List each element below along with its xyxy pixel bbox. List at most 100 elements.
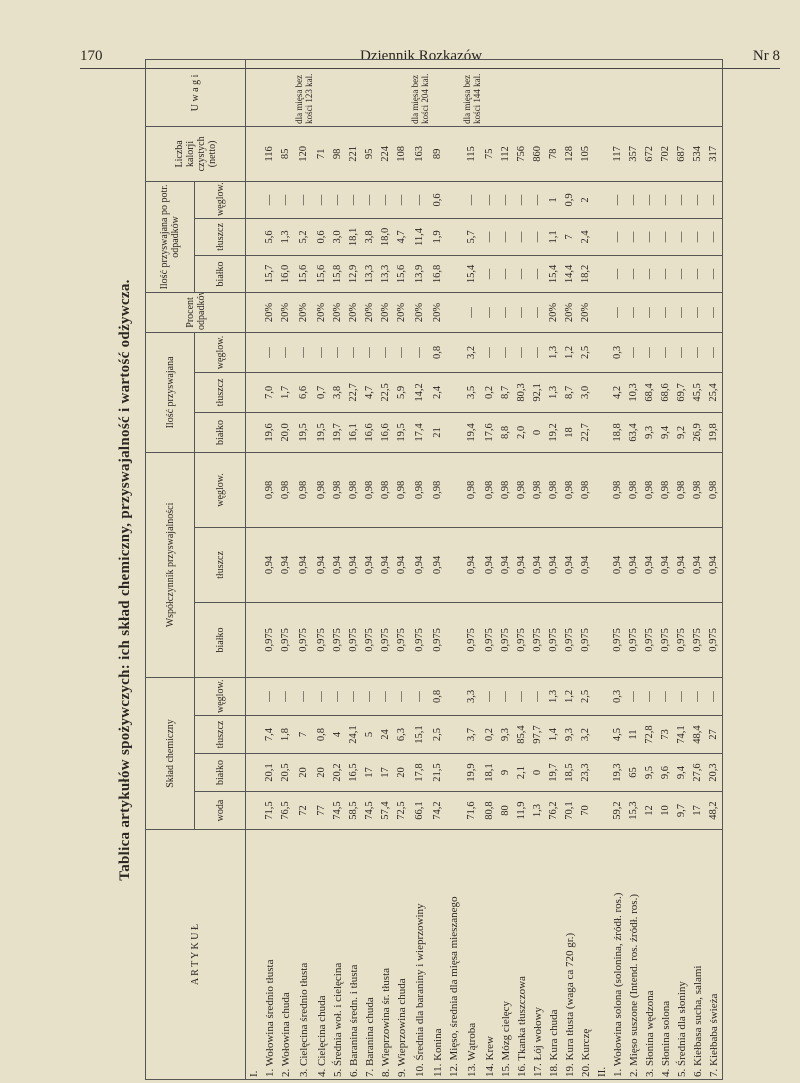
article-cell: 14. Krew xyxy=(482,829,498,1080)
table-cell: 2,5 xyxy=(430,715,446,754)
table-cell xyxy=(446,372,462,413)
table-cell: 20% xyxy=(346,292,362,333)
table-cell: 0,975 xyxy=(410,602,430,678)
table-cell: 1,9 xyxy=(430,218,446,256)
table-row: 5. Średnia woł. i cielęcina 74,5 20,2 4—0,9… xyxy=(330,59,346,1080)
table-cell: — xyxy=(314,181,330,219)
group-header: Ilość przyswajana xyxy=(145,332,195,453)
table-row: 13. Wątroba 71,6 19,9 3,7 3,3 0,975 0,94 0,98 19… xyxy=(462,59,482,1080)
table-cell: — xyxy=(498,677,514,716)
table-cell: 80,8 xyxy=(482,791,498,830)
table-cell: 48,2 xyxy=(706,791,723,830)
table-cell xyxy=(446,602,462,678)
table-cell: — xyxy=(626,292,642,333)
table-cell: 0,975 xyxy=(706,602,723,678)
table-cell: — xyxy=(262,677,278,716)
table-cell: — xyxy=(642,292,658,333)
table-cell xyxy=(245,791,262,830)
table-cell xyxy=(245,255,262,293)
table-cell: 20% xyxy=(394,292,410,333)
table-cell: 12,9 xyxy=(346,255,362,293)
table-cell: 20,0 xyxy=(278,412,294,453)
table-cell: 0,98 xyxy=(674,452,690,528)
table-cell: 19,7 xyxy=(546,753,562,792)
table-row: 10. Średnia dla baraniny i wieprzowiny 66… xyxy=(410,59,430,1080)
table-cell: — xyxy=(346,181,362,219)
table-row: 2. Mięso suszone (Intend. ros. źródł. ro… xyxy=(626,59,642,1080)
table-cell: 0,9 xyxy=(562,181,578,219)
table-cell xyxy=(378,59,394,127)
table-cell: — xyxy=(482,255,498,293)
table-cell: 112 xyxy=(498,126,514,182)
table-cell xyxy=(594,753,610,792)
table-cell xyxy=(658,59,674,127)
table-cell: — xyxy=(410,181,430,219)
subheader: węglow. xyxy=(194,452,246,528)
table-cell: 0,94 xyxy=(642,527,658,603)
table-row: 4. Słonina solona 10 9,6 73—0,975 0,94 0,98 9,… xyxy=(658,59,674,1080)
table-cell: — xyxy=(314,677,330,716)
subheader: węglow. xyxy=(194,332,246,373)
article-cell: 2. Wołowina chuda xyxy=(278,829,294,1080)
table-cell: 0,975 xyxy=(262,602,278,678)
table-cell: — xyxy=(410,332,430,373)
table-cell: 20 xyxy=(314,753,330,792)
table-cell: — xyxy=(642,181,658,219)
table-cell: 6,3 xyxy=(394,715,410,754)
table-cell xyxy=(594,372,610,413)
table-cell: 63,4 xyxy=(626,412,642,453)
table-cell: 77 xyxy=(314,791,330,830)
table-cell: 117 xyxy=(610,126,626,182)
table-cell: 163 xyxy=(410,126,430,182)
table-cell: 18,0 xyxy=(378,218,394,256)
table-cell: 0,94 xyxy=(658,527,674,603)
table-cell: 71,5 xyxy=(262,791,278,830)
table-cell: 1,7 xyxy=(278,372,294,413)
table-cell: — xyxy=(394,332,410,373)
table-cell: 0,94 xyxy=(346,527,362,603)
table-cell: 9 xyxy=(498,753,514,792)
table-cell: 0,98 xyxy=(482,452,498,528)
table-cell: — xyxy=(658,181,674,219)
table-cell: 0,94 xyxy=(410,527,430,603)
table-cell: 71,6 xyxy=(462,791,482,830)
table-cell: 0,975 xyxy=(378,602,394,678)
table-cell: 17 xyxy=(690,791,706,830)
table-cell xyxy=(245,412,262,453)
table-cell: 20 xyxy=(394,753,410,792)
table-cell: — xyxy=(530,677,546,716)
table-cell xyxy=(578,59,594,127)
table-cell: — xyxy=(706,181,723,219)
table-cell: 72 xyxy=(294,791,314,830)
table-cell xyxy=(446,452,462,528)
table-cell: 0,975 xyxy=(278,602,294,678)
table-cell: 0,3 xyxy=(610,332,626,373)
table-cell: — xyxy=(626,181,642,219)
table-cell: — xyxy=(346,332,362,373)
table-cell: 76,2 xyxy=(546,791,562,830)
table-cell: — xyxy=(514,677,530,716)
table-cell xyxy=(690,59,706,127)
table-cell: 1,3 xyxy=(546,372,562,413)
table-cell: 59,2 xyxy=(610,791,626,830)
table-cell xyxy=(314,59,330,127)
table-row: 3. Cielęcina średnio tłusta 72 20 7—0,975 0,… xyxy=(294,59,314,1080)
table-cell: 17 xyxy=(378,753,394,792)
table-cell: 687 xyxy=(674,126,690,182)
table-cell: 3,5 xyxy=(462,372,482,413)
table-cell: — xyxy=(330,677,346,716)
table-cell: — xyxy=(610,292,626,333)
table-cell: 20% xyxy=(578,292,594,333)
table-cell: — xyxy=(706,292,723,333)
article-cell: 3. Cielęcina średnio tłusta xyxy=(294,829,314,1080)
article-cell: 5. Średnia woł. i cielęcina xyxy=(330,829,346,1080)
table-cell: 80 xyxy=(498,791,514,830)
table-cell: 0,975 xyxy=(546,602,562,678)
table-cell: 0,98 xyxy=(330,452,346,528)
table-cell: — xyxy=(658,255,674,293)
table-cell: 22,5 xyxy=(378,372,394,413)
table-cell: 1,3 xyxy=(546,332,562,373)
table-cell: 11,4 xyxy=(410,218,430,256)
table-cell: 20% xyxy=(362,292,378,333)
table-cell: — xyxy=(346,677,362,716)
